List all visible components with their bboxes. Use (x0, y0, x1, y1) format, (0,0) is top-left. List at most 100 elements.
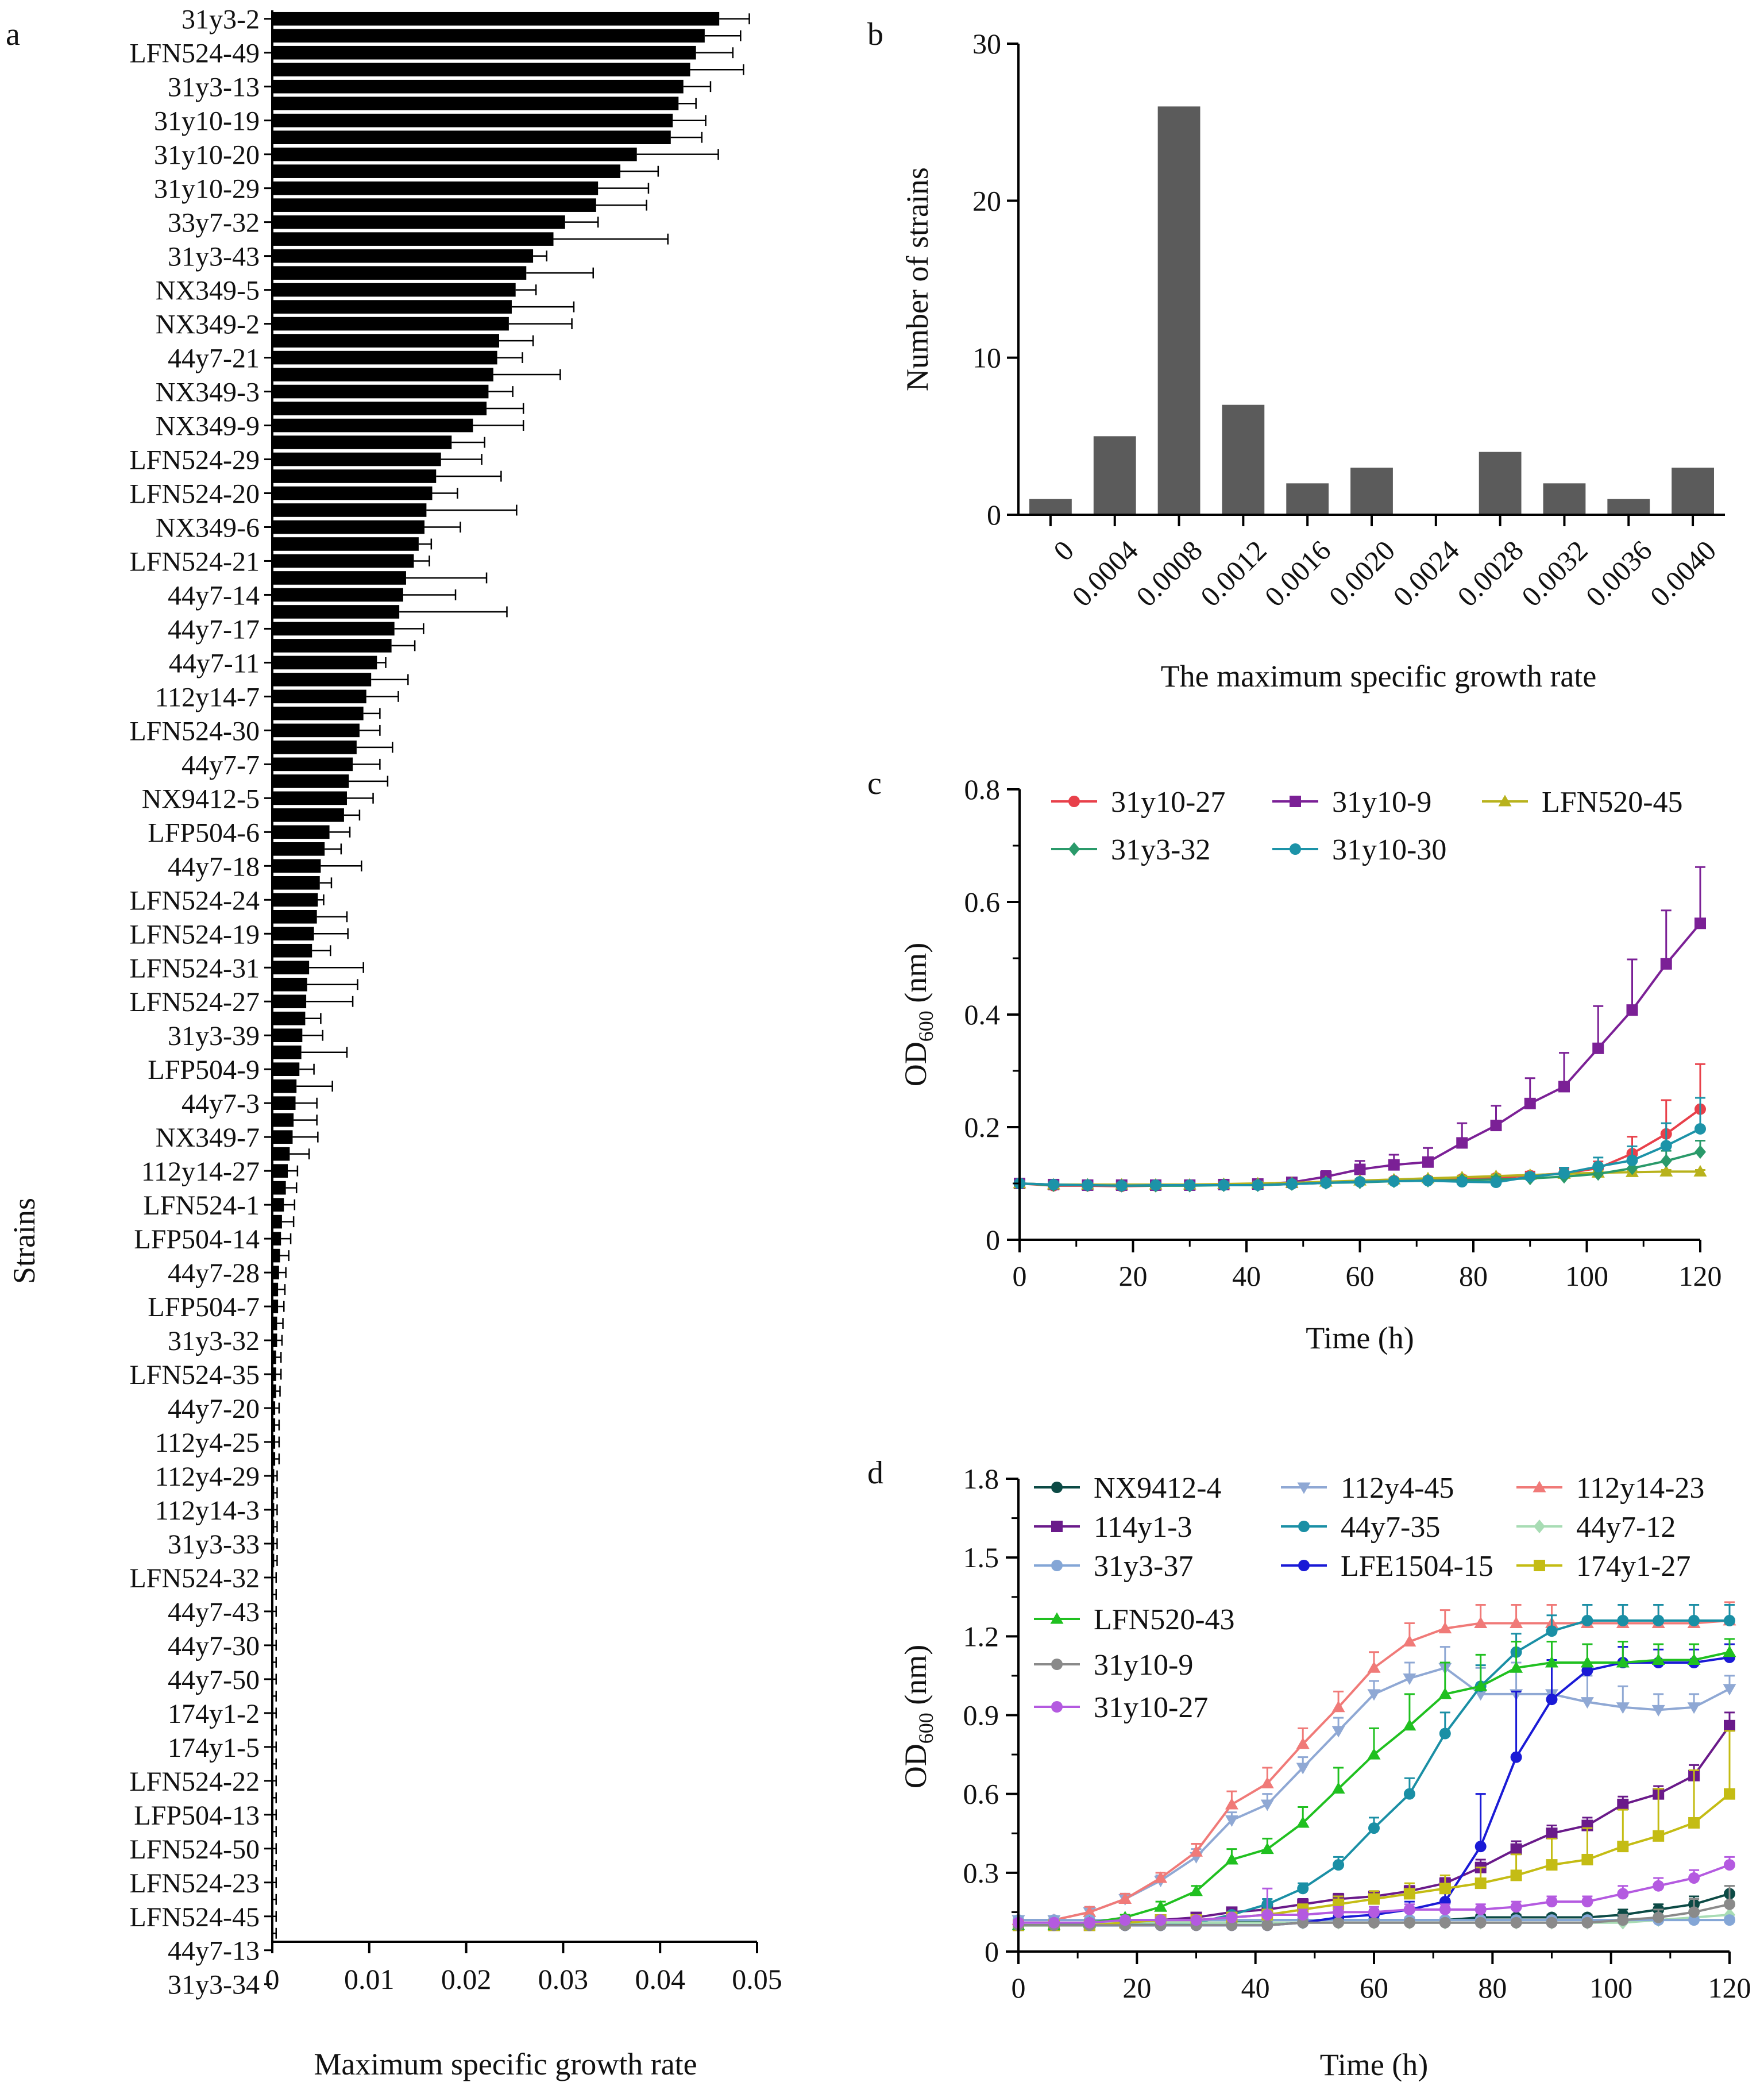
bar (272, 1011, 306, 1025)
y-axis-label: Strains (7, 1198, 41, 1284)
y-tick-label: 0.9 (963, 1699, 999, 1732)
data-point (1331, 1700, 1345, 1713)
y-tick-label: 33y7-32 (168, 208, 260, 238)
bar (272, 842, 325, 856)
data-point (1403, 1788, 1415, 1800)
bar (272, 11, 720, 26)
data-point (1218, 1179, 1230, 1191)
panel-label: c (867, 766, 882, 801)
data-point (1688, 1872, 1700, 1884)
bar (272, 588, 403, 602)
y-tick-label: LFN524-20 (129, 479, 260, 510)
legend-label: 44y7-35 (1341, 1511, 1440, 1544)
y-tick-label: LFN524-29 (129, 445, 260, 476)
bar (272, 215, 565, 229)
y-tick-label: LFN524-49 (129, 38, 260, 69)
data-point (1225, 1815, 1238, 1827)
x-tick-label: 0.03 (538, 1963, 589, 1995)
bar (272, 29, 705, 43)
data-point (1490, 1177, 1502, 1189)
data-point (1581, 1896, 1593, 1908)
data-point (1659, 1164, 1673, 1177)
y-tick-label: NX349-5 (156, 276, 260, 306)
data-point (1296, 1737, 1310, 1749)
data-point (1546, 1896, 1558, 1908)
data-point (1474, 1903, 1487, 1915)
data-point (1694, 1123, 1706, 1135)
bar (272, 1316, 277, 1331)
y-tick-label: 44y7-7 (182, 750, 260, 780)
x-tick-label: 120 (1679, 1260, 1722, 1292)
bar (272, 808, 344, 822)
data-point (1119, 1914, 1131, 1926)
bar (272, 1164, 288, 1178)
legend-label: NX9412-4 (1094, 1472, 1221, 1505)
y-tick-label: 44y7-28 (168, 1258, 260, 1289)
y-axis-label: Number of strains (900, 167, 935, 391)
y-tick-label: 44y7-21 (168, 344, 260, 374)
y-tick-label: 1.5 (963, 1541, 999, 1574)
y-tick-label: 44y7-43 (168, 1597, 260, 1628)
y-tick-label: 112y4-25 (155, 1428, 260, 1458)
data-point (1723, 1645, 1736, 1657)
data-point (1558, 1081, 1570, 1093)
y-tick-label: 0 (986, 1224, 1000, 1256)
y-tick-label: LFP504-7 (148, 1292, 260, 1322)
bar (1029, 499, 1072, 515)
legend-label: 112y14-23 (1576, 1472, 1704, 1505)
bar (272, 1367, 276, 1381)
data-point (1626, 1004, 1638, 1016)
data-point (1403, 1903, 1415, 1915)
legend-label: 31y10-27 (1094, 1691, 1208, 1724)
bar (272, 723, 360, 738)
legend-marker (1051, 1659, 1063, 1670)
y-axis-label: OD600 (nm) (898, 943, 937, 1086)
x-tick-label: 0.05 (732, 1963, 782, 1995)
x-tick-label: 80 (1459, 1260, 1488, 1292)
bar (1543, 483, 1586, 515)
bar (272, 232, 554, 246)
data-point (1367, 1748, 1381, 1760)
data-point (1592, 1042, 1604, 1054)
legend-marker (1297, 1482, 1311, 1494)
y-tick-label: LFN524-22 (129, 1767, 260, 1797)
data-point (1456, 1137, 1468, 1149)
y-tick-label: 44y7-14 (168, 580, 260, 611)
data-point (1723, 1684, 1736, 1696)
legend-marker (1298, 1521, 1310, 1532)
data-point (1653, 1911, 1665, 1923)
y-tick-label: 31y3-2 (182, 5, 260, 35)
x-tick-label: 100 (1589, 1972, 1632, 2004)
data-point (1510, 1616, 1523, 1628)
data-point (1083, 1905, 1097, 1917)
bar (272, 1452, 276, 1466)
data-point (1653, 1880, 1665, 1892)
bar (272, 469, 437, 483)
bar (272, 689, 366, 704)
data-point (1687, 1653, 1701, 1665)
data-point (1616, 1702, 1630, 1714)
data-point (1474, 1877, 1487, 1890)
y-tick-label: LFN524-1 (143, 1190, 260, 1221)
bar (1286, 483, 1329, 515)
data-point (1115, 1179, 1128, 1191)
y-tick-label: LFN524-35 (129, 1360, 260, 1390)
legend-marker (1051, 1560, 1063, 1571)
bar (272, 1214, 282, 1229)
x-tick-label: 0.02 (441, 1963, 492, 1995)
data-point (1510, 1751, 1522, 1763)
bar (272, 452, 441, 466)
bar (272, 384, 489, 399)
bar (272, 622, 395, 636)
bar (272, 571, 406, 585)
legend-marker (1534, 1520, 1545, 1533)
y-tick-label: 31y3-13 (168, 72, 260, 103)
data-point (1320, 1177, 1332, 1189)
bar (272, 164, 620, 178)
data-point (1617, 1914, 1629, 1926)
bar (272, 418, 473, 433)
data-point (1688, 1817, 1700, 1829)
bar (272, 1282, 279, 1297)
legend-marker (1290, 796, 1301, 807)
data-point (1331, 1726, 1345, 1738)
